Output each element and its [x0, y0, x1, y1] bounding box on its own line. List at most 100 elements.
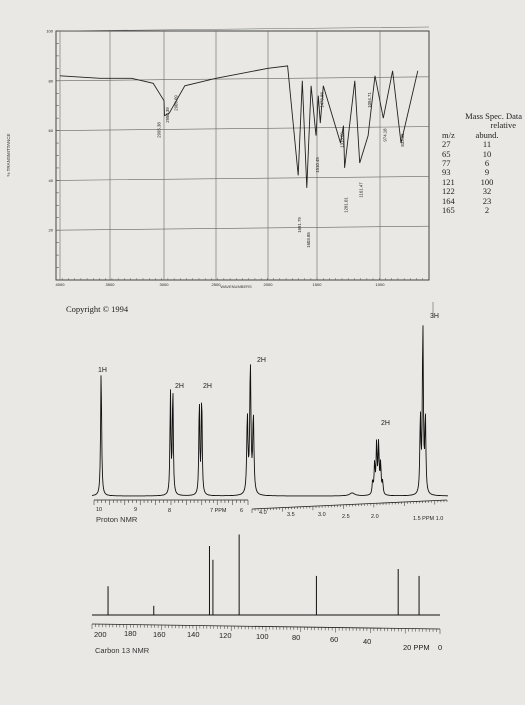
carbon-tick-label: 80 [292, 633, 300, 642]
ir-trace [59, 65, 419, 188]
ir-ytick-label: 60 [49, 128, 54, 133]
ir-xtick-label: 3500 [106, 282, 116, 287]
carbon-nmr-spectrum: 200 180 160 140 120 100 80 60 40 20 PPM 0 [91, 534, 442, 652]
mz-header: m/z [442, 129, 455, 140]
table-row: 93 9 [440, 167, 504, 178]
mass-spec-table: Mass Spec. Data relative m/z abund. 27 11… [440, 111, 522, 216]
ir-peak-label: 1161.47 [359, 182, 364, 198]
ir-ytick-label: 100 [46, 29, 53, 34]
proton-tick-label: 10 [96, 507, 102, 513]
table-row: 165 2 [440, 205, 504, 216]
proton-tick-label: 3.0 [318, 512, 326, 518]
proton-tick-label: 8 [168, 508, 171, 514]
abund-header: abund. [475, 129, 499, 140]
abund-value: 23 [482, 195, 492, 206]
proton-tick-label: 6 [240, 508, 243, 514]
proton-tick-label: 3.5 [287, 512, 295, 518]
ir-hgrid [55, 76, 430, 82]
table-row: 164 23 [440, 195, 504, 206]
table-row: 27 11 [440, 139, 504, 150]
abund-value: 10 [482, 148, 492, 159]
mass-spec-rows: m/z abund. 27 11 65 10 77 6 93 9 121 100 122 3… [440, 129, 504, 216]
carbon-tick-label: 180 [124, 629, 137, 638]
ir-peak-label: 974.18 [382, 128, 387, 142]
mz-value: 165 [442, 205, 455, 216]
abund-value: 9 [484, 167, 490, 178]
ir-xtick-label: 3000 [160, 282, 170, 287]
carbon-tick-label: 40 [363, 637, 371, 646]
carbon-tick-label: 0 [438, 643, 442, 652]
copyright-text: Copyright © 1994 [66, 304, 129, 314]
ir-peak-label: 1313.69 [339, 132, 344, 148]
ir-peak-label: 1094.71 [367, 92, 372, 108]
ir-spectrum: 100 80 60 40 20 4000 3500 3000 2500 2000 1500 1000 2… [46, 26, 430, 287]
abund-value: 32 [482, 186, 492, 197]
mass-spec-title: Mass Spec. Data [465, 111, 522, 121]
mz-value: 77 [442, 158, 451, 169]
carbon-tick-label: 60 [330, 635, 338, 644]
abund-value: 100 [480, 176, 494, 187]
carbon-nmr-label: Carbon 13 NMR [95, 646, 150, 655]
proton-tick-label: 2.5 [342, 514, 350, 520]
ir-xlabel: WAVENUMBERS [220, 284, 252, 289]
ir-peak-label: 1281.01 [344, 197, 349, 213]
proton-integral-label: 1H [98, 367, 107, 374]
ir-xtick-label: 2000 [264, 282, 274, 287]
proton-tick-label: 7 PPM [210, 508, 227, 514]
ir-plot-frame [55, 30, 430, 281]
proton-integral-label: 2H [257, 357, 266, 364]
ir-peak-label: 1603.85 [306, 232, 311, 248]
proton-tick-label: 2.0 [371, 514, 379, 520]
ir-ytick-label: 80 [49, 78, 54, 83]
ir-ytick-label: 40 [49, 178, 54, 183]
table-row: 121 100 [440, 176, 504, 187]
ir-peak-label: 833.35 [400, 133, 405, 147]
ir-peak-label: 1691.79 [297, 217, 302, 233]
proton-integral-label: 2H [175, 383, 184, 390]
mass-spec-subtitle: relative [490, 120, 516, 131]
ir-ytick-label: 20 [49, 228, 54, 233]
ir-hgrid [55, 126, 430, 131]
proton-tick-label: 1.5 PPM 1.0 [413, 516, 443, 522]
ir-xtick-label: 4000 [56, 282, 66, 287]
mz-value: 121 [442, 176, 455, 187]
carbon-tick-label: 100 [256, 632, 269, 641]
ir-xtick-label: 2500 [212, 282, 222, 287]
proton-tick-label: 9 [134, 507, 137, 513]
carbon-tick-label: 20 PPM [403, 643, 430, 652]
table-row: 77 6 [440, 158, 504, 169]
ir-xtick-label: 1000 [376, 282, 386, 287]
carbon-tick-label: 200 [94, 630, 107, 639]
proton-nmr-spectrum: 10 9 8 7 PPM 6 4.0 3.5 3.0 2.5 2.0 1.5 PPM 1.0 1H 2H… [92, 302, 448, 522]
abund-value: 11 [482, 139, 492, 150]
carbon-tick-label: 140 [187, 630, 200, 639]
carbon-tick-label: 160 [153, 630, 166, 639]
carbon-tick-label: 120 [219, 631, 232, 640]
ir-peak-label: 2909.09 [173, 95, 178, 111]
proton-integral-label: 3H [430, 313, 439, 320]
proton-nmr-trace [92, 325, 448, 497]
mz-value: 65 [442, 148, 451, 159]
table-row: 65 10 [440, 148, 504, 159]
abund-value: 6 [484, 158, 490, 169]
ir-xtick-label: 1500 [313, 282, 323, 287]
ir-peak-label: 2950.39 [165, 107, 170, 123]
mz-value: 122 [442, 186, 455, 197]
ir-hgrid [55, 26, 430, 32]
ir-peak-label: 2995.38 [156, 122, 161, 138]
ir-peak-label: 1473.88 [319, 92, 324, 108]
proton-nmr-label: Proton NMR [96, 515, 138, 524]
ir-hgrid [55, 176, 430, 181]
ir-peak-label: 1510.45 [315, 157, 320, 173]
proton-integral-label: 2H [203, 383, 212, 390]
mz-value: 164 [442, 195, 455, 206]
table-row: 122 32 [440, 186, 504, 197]
abund-value: 2 [484, 205, 490, 216]
proton-integral-label: 2H [381, 420, 390, 427]
ir-hgrid [55, 225, 430, 231]
mz-value: 93 [442, 167, 451, 178]
mz-value: 27 [442, 139, 451, 150]
proton-tick-label: 4.0 [259, 510, 267, 516]
